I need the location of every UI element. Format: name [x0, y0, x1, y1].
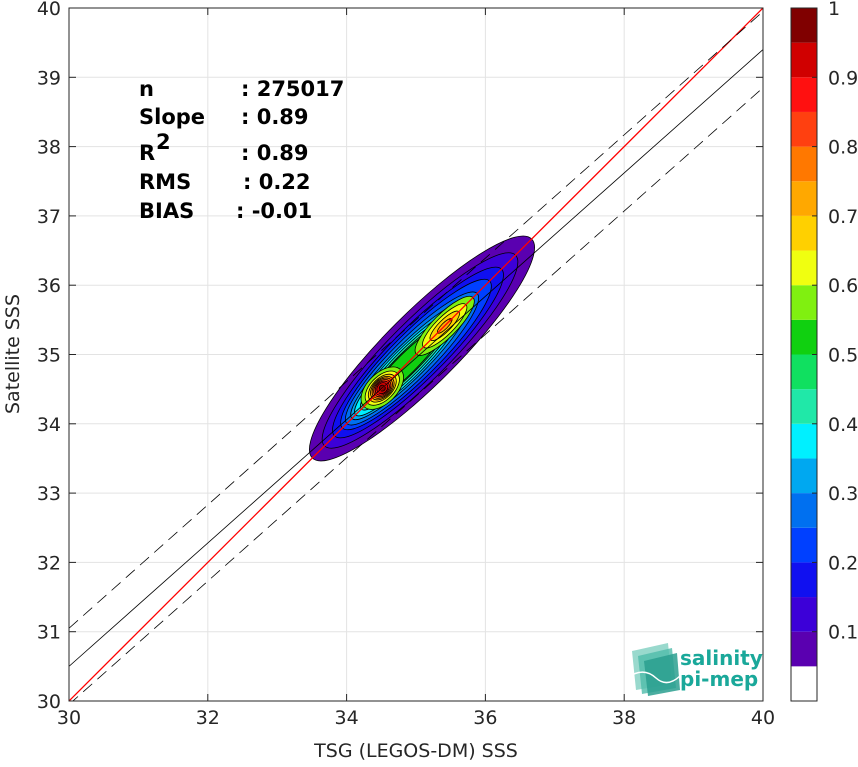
x-tick-label: 30	[57, 707, 81, 729]
colorbar-tick-label: 1	[828, 0, 840, 20]
colorbar-segment	[791, 597, 817, 632]
colorbar-tick-label: 0.3	[828, 483, 858, 505]
colorbar-tick-label: 0.2	[828, 552, 858, 574]
colorbar-segment	[791, 493, 817, 528]
reference-lines	[69, 8, 763, 701]
x-tick-label: 40	[751, 707, 775, 729]
colorbar-segment	[791, 181, 817, 216]
stat-name: n	[139, 77, 154, 101]
y-tick-label: 34	[37, 414, 61, 436]
stat-value: : 275017	[241, 77, 344, 101]
colorbar-tick-label: 0.6	[828, 275, 858, 297]
colorbar-segment	[791, 423, 817, 459]
colorbar-tick-label: 0.9	[828, 67, 858, 89]
colorbar-segment	[791, 319, 817, 355]
lower-envelope-line	[72, 87, 763, 701]
x-tick-label: 32	[196, 707, 220, 729]
colorbar-segment	[791, 77, 817, 112]
y-tick-label: 30	[37, 691, 61, 713]
upper-envelope-line	[69, 11, 763, 629]
stat-value: : 0.22	[243, 170, 311, 194]
y-tick-label: 40	[37, 0, 61, 20]
stat-name: R	[139, 141, 155, 165]
colorbar-segment	[791, 285, 817, 320]
x-tick-label: 38	[612, 707, 636, 729]
stats-box: n : 275017 Slope : 0.89 R 2 : 0.89 RMS : 0.22 BIA…	[139, 77, 344, 223]
wave-logo-icon	[631, 643, 681, 696]
stat-superscript: 2	[156, 130, 171, 154]
x-axis: 30 32 34 36 38 40	[57, 8, 775, 729]
colorbar-segment	[791, 250, 817, 286]
stat-value: : -0.01	[236, 199, 312, 223]
colorbar-segment	[791, 389, 817, 424]
x-tick-label: 36	[473, 707, 497, 729]
y-tick-label: 33	[37, 483, 61, 505]
stat-value: : 0.89	[241, 141, 309, 165]
y-tick-label: 38	[37, 137, 61, 159]
colorbar-segment	[791, 146, 817, 182]
y-tick-label: 37	[37, 206, 61, 228]
colorbar-segment	[791, 562, 817, 598]
stat-name: Slope	[139, 105, 205, 129]
stat-name: RMS	[139, 170, 191, 194]
y-tick-label: 32	[37, 552, 61, 574]
stat-value: : 0.89	[241, 105, 309, 129]
colorbar-segment	[791, 215, 817, 251]
y-axis-label: Satellite SSS	[2, 294, 24, 414]
y-tick-label: 31	[37, 622, 61, 644]
colorbar-tick-label: 0.4	[828, 414, 858, 436]
logo-text-line2: pi-mep	[680, 667, 758, 691]
y-tick-label: 35	[37, 345, 61, 367]
colorbar-segment	[791, 42, 817, 78]
regression-line	[69, 49, 763, 667]
colorbar-segment	[791, 666, 817, 701]
colorbar-tick-label: 0.5	[828, 345, 858, 367]
colorbar-segment	[791, 354, 817, 390]
x-tick-label: 34	[335, 707, 359, 729]
colorbar: 0.1 0.2 0.3 0.4 0.5 0.6 0.7 0.8 0.9 1	[790, 0, 858, 702]
logo-text-line1: salinity	[680, 646, 763, 670]
y-tick-label: 39	[37, 67, 61, 89]
colorbar-segment	[791, 631, 817, 667]
y-tick-label: 36	[37, 275, 61, 297]
colorbar-tick-label: 0.1	[828, 622, 858, 644]
salinity-pi-mep-logo: salinity pi-mep	[631, 643, 763, 696]
colorbar-segment	[791, 111, 817, 147]
y-axis: 30 31 32 33 34 35 36 37 38 39 40	[37, 0, 763, 713]
colorbar-tick-label: 0.7	[828, 206, 858, 228]
colorbar-segment	[791, 8, 817, 43]
identity-line	[69, 8, 763, 701]
colorbar-tick-label: 0.8	[828, 137, 858, 159]
stat-name: BIAS	[139, 199, 194, 223]
colorbar-segment	[791, 458, 817, 494]
grid	[68, 7, 764, 702]
colorbar-segment	[791, 527, 817, 563]
x-axis-label: TSG (LEGOS-DM) SSS	[313, 740, 518, 762]
